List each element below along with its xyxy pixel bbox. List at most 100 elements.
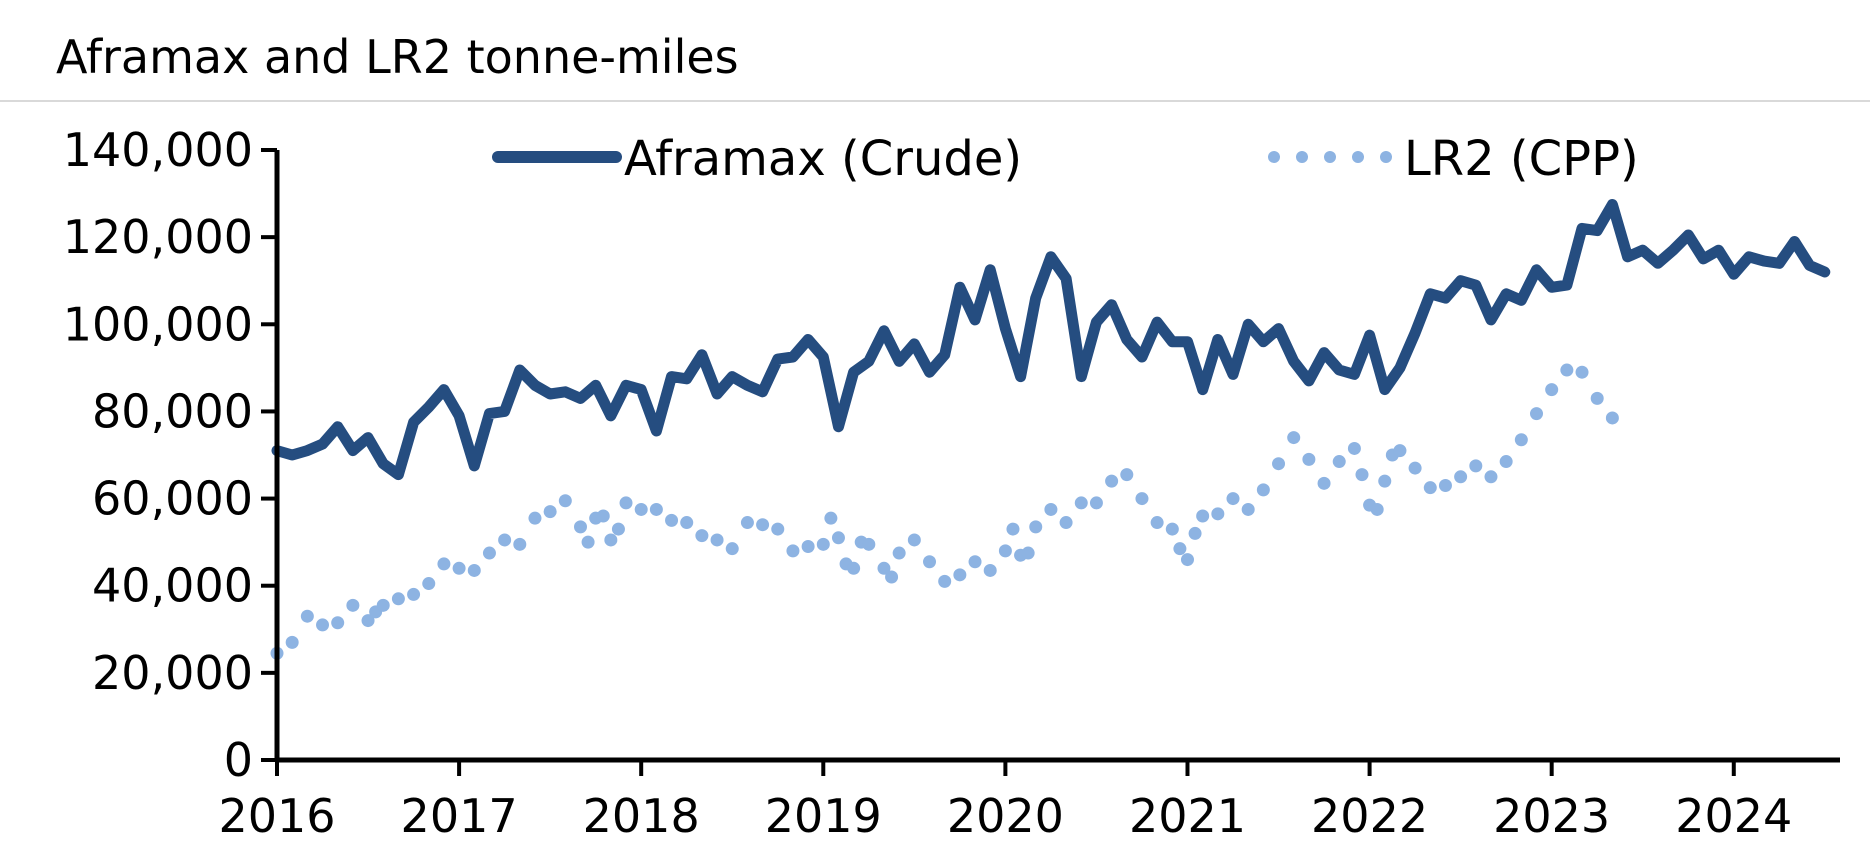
lr2-data-point [619,496,633,510]
x-tick-label: 2023 [1493,789,1610,843]
lr2-data-point [771,522,785,536]
lr2-data-point [1347,441,1361,455]
lr2-data-point [482,546,496,560]
lr2-data-point [1378,474,1392,488]
lr2-data-point [923,555,937,569]
lr2-data-point [604,533,618,547]
lr2-data-point [331,616,345,630]
lr2-data-point [581,535,595,549]
lr2-data-point [695,529,709,543]
lr2-data-point [885,570,899,584]
lr2-data-point [907,533,921,547]
x-tick-label: 2024 [1675,789,1792,843]
lr2-data-point [1545,383,1559,397]
lr2-data-point [1006,522,1020,536]
lr2-data-point [498,533,512,547]
lr2-data-point [346,598,360,612]
lr2-data-point [1287,431,1301,445]
lr2-data-point [1332,455,1346,469]
lr2-data-point [1196,509,1210,523]
x-axis-ticks: 2016 2017 2018 2019 2020 2021 2022 2023 2024 [218,760,1792,843]
lr2-data-point [361,614,375,628]
lr2-data-point [573,520,587,534]
lr2-data-point [1021,546,1035,560]
lr2-data-point [634,502,648,516]
lr2-data-point [596,509,610,523]
lr2-data-point [1256,483,1270,497]
lr2-data-point [1302,452,1316,466]
lr2-data-point [665,513,679,527]
lr2-data-point [1150,516,1164,530]
lr2-data-point [816,537,830,551]
lr2-data-point [1105,474,1119,488]
lr2-data-point [998,544,1012,558]
lr2-data-point [1241,502,1255,516]
series-layer [270,199,1831,660]
lr2-data-point [1514,433,1528,447]
y-axis-ticks: 0 20,000 40,000 60,000 80,000 100,000 120,000 1… [63,123,277,787]
lr2-data-point [1044,502,1058,516]
lr2-data-point [740,516,754,530]
lr2-data-point [1575,365,1589,379]
lr2-data-point [786,544,800,558]
x-tick-label: 2020 [947,789,1064,843]
y-tick-label: 120,000 [63,210,253,264]
lr2-data-point [1605,411,1619,425]
lr2-data-point [407,587,421,601]
lr2-data-point [376,598,390,612]
legend-swatch-lr2 [1268,151,1392,163]
lr2-data-point [756,518,770,532]
x-tick-label: 2018 [583,789,700,843]
lr2-data-point [1408,461,1422,475]
lr2-data-point [1499,455,1513,469]
lr2-data-point [938,574,952,588]
legend-label-aframax: Aframax (Crude) [624,131,1022,187]
lr2-data-point [847,561,861,575]
lr2-data-point [680,516,694,530]
lr2-data-point [1059,516,1073,530]
x-tick-label: 2017 [401,789,518,843]
lr2-data-point [824,511,838,525]
chart-title: Aframax and LR2 tonne-miles [56,30,739,84]
lr2-data-point [1454,470,1468,484]
lr2-data-point [1423,481,1437,495]
lr2-data-point [300,609,314,623]
lr2-data-point [892,546,906,560]
x-tick-label: 2016 [218,789,335,843]
lr2-data-point [968,555,982,569]
y-tick-label: 20,000 [92,646,253,700]
lr2-data-point [725,542,739,556]
lr2-data-point [1438,479,1452,492]
lr2-data-point [611,522,625,536]
lr2-data-point [953,568,967,582]
lr2-data-point [710,533,724,547]
lr2-data-point [391,592,405,606]
lr2-data-point [831,531,845,545]
x-tick-label: 2022 [1311,789,1428,843]
lr2-data-point [316,618,330,632]
lr2-data-point [1469,459,1483,473]
lr2-data-point [1590,391,1604,405]
lr2-data-point [528,511,542,525]
lr2-data-point [452,561,466,575]
y-tick-label: 0 [224,733,253,787]
y-tick-label: 100,000 [63,297,253,351]
lr2-data-point [877,561,891,575]
y-tick-label: 80,000 [92,384,253,438]
lr2-data-point [1180,553,1194,567]
lr2-data-point [1355,468,1369,482]
x-tick-label: 2019 [765,789,882,843]
lr2-data-point [285,635,299,649]
legend-label-lr2: LR2 (CPP) [1404,131,1639,187]
lr2-data-point [1317,476,1331,490]
y-tick-label: 60,000 [92,472,253,526]
lr2-data-point [467,563,481,577]
lr2-data-point [1173,542,1187,556]
x-tick-label: 2021 [1129,789,1246,843]
lr2-data-point [1211,507,1225,521]
lr2-data-point [1029,520,1043,534]
lr2-data-point [1484,470,1498,484]
y-tick-label: 40,000 [92,559,253,613]
lr2-data-point [862,537,876,551]
